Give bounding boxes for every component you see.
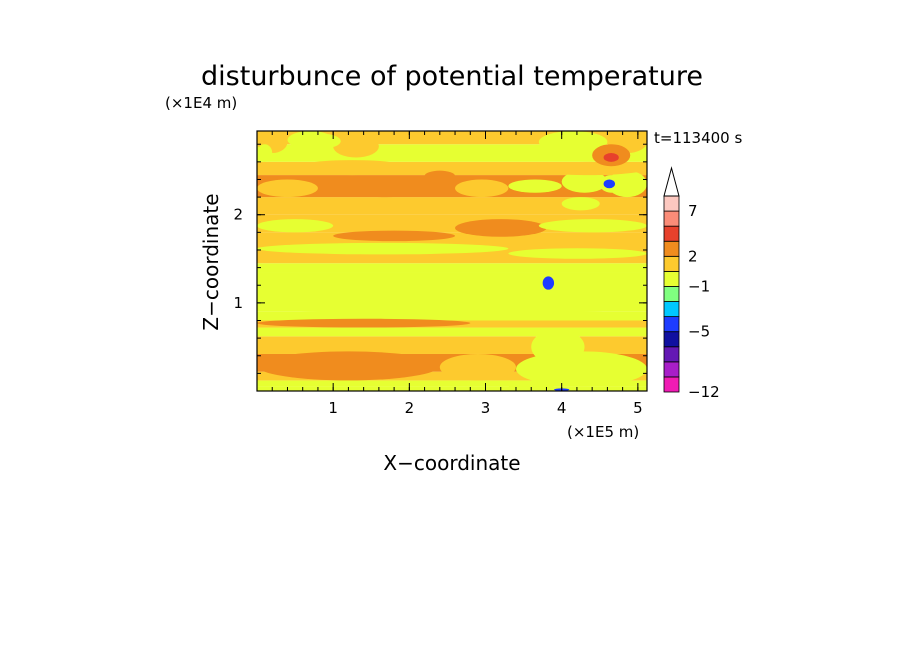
contour-patch-35 (542, 276, 555, 290)
x-tick-label: 4 (557, 399, 567, 417)
contour-patch-0 (257, 351, 440, 381)
contour-patch-20 (295, 160, 410, 176)
contour-patch-7 (257, 302, 647, 314)
contour-patch-15 (317, 179, 456, 198)
colorbar-extend-arrow (663, 166, 680, 197)
y-tick-label: 2 (233, 206, 243, 224)
colorbar-swatch-5 (663, 301, 680, 318)
contour-band-4 (257, 336, 647, 354)
x-axis-unit: (×1E5 m) (567, 423, 639, 441)
colorbar-swatch-0 (663, 376, 680, 393)
contour-patch-36 (531, 329, 585, 365)
colorbar-tick-label: −5 (688, 323, 710, 341)
contour-patch-10 (257, 219, 334, 233)
contour-patch-29 (257, 144, 273, 162)
contour-band-5 (257, 327, 647, 337)
contour-patch-24 (333, 135, 379, 158)
contour-patch-31 (561, 197, 600, 211)
colorbar-swatch-3 (663, 331, 680, 348)
contour-patch-1 (439, 353, 516, 381)
x-tick-label: 1 (328, 399, 338, 417)
x-axis-label: X−coordinate (383, 451, 520, 475)
plot-axes: 1 2 3 4 5 1 2 (233, 130, 648, 417)
contour-band-12 (257, 197, 647, 215)
contour-band-7 (257, 311, 647, 321)
contour-fill-group (257, 131, 647, 391)
colorbar-swatch-2 (663, 346, 680, 363)
contour-patch-5 (257, 318, 471, 328)
contour-patch-34 (603, 179, 616, 189)
contour-patch-30 (302, 133, 341, 149)
colorbar-swatch-10 (663, 225, 680, 242)
colorbar-tick-label: −12 (688, 383, 720, 401)
contour-band-0 (257, 386, 647, 391)
chart-title: disturbunce of potential temperature (201, 61, 703, 92)
contour-patch-28 (603, 153, 619, 162)
colorbar-swatch-12 (663, 195, 680, 212)
contour-patch-11 (333, 230, 456, 242)
colorbar-swatch-11 (663, 210, 680, 227)
contour-patch-18 (561, 170, 608, 193)
colorbar-swatch-4 (663, 316, 680, 333)
contour-band-9 (257, 263, 647, 273)
colorbar-tick-label: 7 (688, 202, 698, 220)
colorbar-tick-label: −1 (688, 277, 710, 295)
contour-patch-32 (424, 170, 456, 182)
x-tick-label: 2 (405, 399, 415, 417)
colorbar-tick-label: 2 (688, 247, 698, 265)
contour-patch-8 (257, 242, 509, 255)
contour-patch-21 (531, 161, 647, 176)
colorbar-swatch-8 (663, 255, 680, 272)
contour-patch-9 (508, 248, 647, 259)
y-axis-unit: (×1E4 m) (165, 94, 237, 112)
contour-patch-25 (538, 131, 608, 154)
colorbar-swatch-6 (663, 286, 680, 302)
contour-patch-17 (508, 179, 562, 193)
x-tick-label: 5 (633, 399, 643, 417)
contour-patch-16 (455, 179, 509, 198)
contour-patch-13 (538, 219, 647, 233)
y-tick-label: 1 (233, 294, 243, 312)
time-label: t=113400 s (654, 129, 742, 147)
x-tick-label: 3 (481, 399, 491, 417)
contour-patch-12 (455, 219, 547, 237)
colorbar-swatch-7 (663, 270, 680, 287)
colorbar: −12−5−127 (663, 166, 720, 401)
colorbar-swatch-9 (663, 240, 680, 257)
contour-patch-6 (546, 320, 647, 328)
y-axis-label: Z−coordinate (199, 193, 223, 330)
contour-patch-14 (257, 179, 318, 198)
contour-field (257, 131, 647, 391)
colorbar-swatch-1 (663, 361, 680, 378)
contour-band-1 (257, 380, 647, 387)
plot-frame (256, 130, 648, 392)
